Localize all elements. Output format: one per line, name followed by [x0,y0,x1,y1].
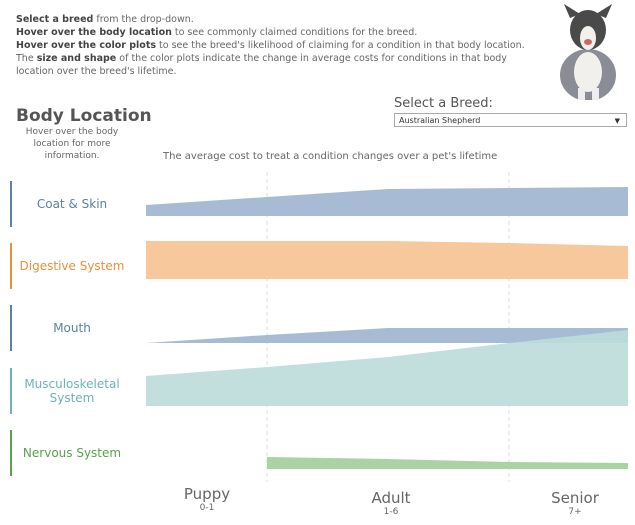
area-mouth[interactable] [146,328,628,343]
area-musculoskeletal-system[interactable] [146,330,628,406]
subtitle: Hover over the body location for more in… [25,127,119,161]
age-puppy: Puppy 0-1 [183,485,231,513]
body-location-coat-skin[interactable]: Coat & Skin [10,181,132,227]
body-location-digestive-system[interactable]: Digestive System [10,243,132,289]
dog-photo [560,4,616,100]
breed-label: Select a Breed: [394,96,493,111]
area-coat-skin[interactable] [146,187,628,216]
area-nervous-system[interactable] [267,457,628,469]
body-location-musculoskeletal-system[interactable]: Musculoskeletal System [10,368,132,414]
age-adult: Adult 1-6 [371,489,411,517]
age-senior: Senior 7+ [551,489,599,517]
page-title: Body Location [16,106,152,126]
body-location-nervous-system[interactable]: Nervous System [10,430,132,476]
breed-select[interactable]: Australian Shepherd ▼ [394,113,627,127]
instructions: Select a breed from the drop-down. Hover… [16,14,525,77]
chevron-down-icon: ▼ [614,117,620,125]
body-location-mouth[interactable]: Mouth [10,305,132,351]
area-digestive-system[interactable] [146,241,628,279]
chart-title: The average cost to treat a condition ch… [163,151,498,162]
